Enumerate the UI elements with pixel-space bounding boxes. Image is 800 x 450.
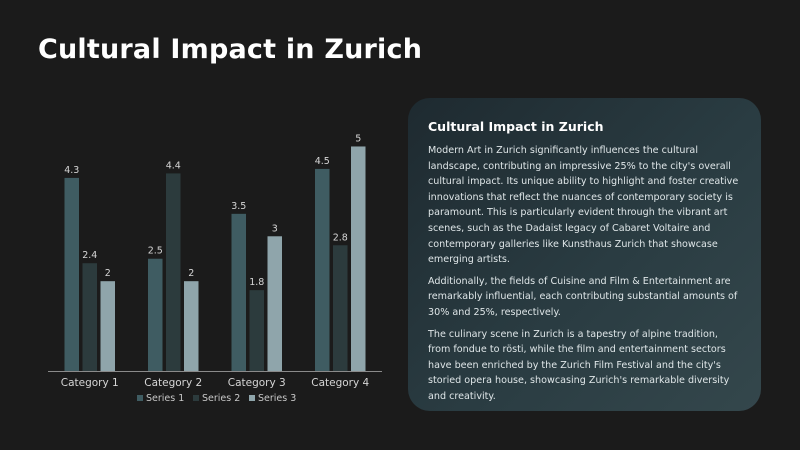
legend-swatch-series-2 bbox=[193, 395, 199, 401]
bar-1-series-3 bbox=[100, 281, 115, 371]
panel-paragraph-3: The culinary scene in Zurich is a tapest… bbox=[428, 328, 730, 402]
bar-3-series-1 bbox=[231, 213, 246, 371]
data-label-4-series-3: 5 bbox=[355, 133, 361, 144]
x-tick-label-2: Category 2 bbox=[144, 377, 202, 389]
legend-label-series-2: Series 2 bbox=[202, 393, 240, 404]
bar-4-series-3 bbox=[351, 146, 366, 371]
bar-chart-svg: 4.3 2.4 2 Category 1 2.5 4.4 2 Category 2 3.5 1.8… bbox=[48, 133, 382, 404]
slide-title: Cultural Impact in Zurich bbox=[38, 34, 423, 65]
data-label-1-series-1: 4.3 bbox=[64, 165, 79, 176]
data-label-3-series-3: 3 bbox=[272, 223, 278, 234]
x-tick-label-1: Category 1 bbox=[61, 377, 119, 389]
data-label-2-series-2: 4.4 bbox=[166, 160, 181, 171]
bar-3-series-2 bbox=[249, 290, 264, 371]
data-label-1-series-3: 2 bbox=[105, 268, 111, 279]
bar-chart: 4.3 2.4 2 Category 1 2.5 4.4 2 Category 2 3.5 1.8… bbox=[30, 125, 400, 415]
panel-paragraph-1: Modern Art in Zurich significantly influ… bbox=[428, 145, 739, 266]
data-label-1-series-2: 2.4 bbox=[82, 250, 97, 261]
panel-paragraph-2: Additionally, the fields of Cuisine and … bbox=[428, 275, 738, 318]
bar-3-series-3 bbox=[267, 236, 282, 371]
x-tick-label-4: Category 4 bbox=[311, 377, 369, 389]
data-label-3-series-1: 3.5 bbox=[231, 201, 246, 212]
legend-label-series-3: Series 3 bbox=[258, 393, 296, 404]
bar-2-series-2 bbox=[166, 173, 181, 371]
bar-2-series-1 bbox=[148, 258, 163, 371]
data-label-2-series-1: 2.5 bbox=[148, 246, 163, 257]
bar-1-series-2 bbox=[82, 263, 97, 371]
legend-swatch-series-1 bbox=[137, 395, 143, 401]
data-label-4-series-1: 4.5 bbox=[315, 156, 330, 167]
description-panel: Cultural Impact in Zurich Modern Art in … bbox=[408, 98, 761, 411]
bar-2-series-3 bbox=[184, 281, 199, 371]
bar-4-series-1 bbox=[315, 168, 330, 371]
legend-swatch-series-3 bbox=[249, 395, 255, 401]
panel-heading: Cultural Impact in Zurich bbox=[428, 119, 604, 134]
data-label-4-series-2: 2.8 bbox=[333, 232, 348, 243]
bar-4-series-2 bbox=[333, 245, 348, 371]
bar-1-series-1 bbox=[64, 177, 79, 371]
x-tick-label-3: Category 3 bbox=[228, 377, 286, 389]
legend-label-series-1: Series 1 bbox=[146, 393, 184, 404]
data-label-3-series-2: 1.8 bbox=[249, 277, 264, 288]
data-label-2-series-3: 2 bbox=[188, 268, 194, 279]
